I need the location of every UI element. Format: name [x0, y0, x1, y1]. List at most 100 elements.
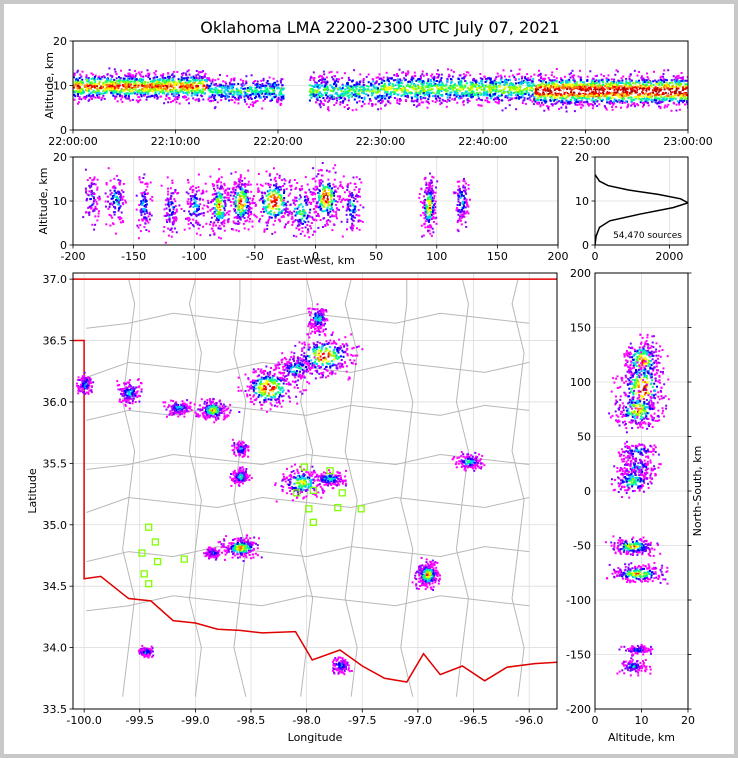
source-mark: [151, 195, 154, 198]
source-mark: [544, 96, 547, 99]
source-mark: [151, 86, 154, 89]
source-mark: [555, 94, 558, 96]
source-mark: [555, 92, 558, 95]
source-mark: [187, 80, 190, 82]
source-mark: [600, 85, 603, 88]
source-mark: [369, 99, 372, 102]
source-mark: [661, 83, 663, 86]
source-mark: [189, 203, 192, 205]
source-mark: [114, 70, 117, 73]
source-mark: [639, 98, 642, 101]
source-mark: [194, 200, 197, 203]
source-mark: [170, 192, 173, 195]
source-mark: [489, 86, 492, 89]
source-mark: [546, 105, 549, 108]
source-mark: [193, 203, 196, 206]
source-mark: [631, 87, 634, 90]
source-mark: [218, 224, 221, 227]
source-mark: [142, 191, 145, 194]
source-mark: [240, 93, 242, 96]
source-mark: [493, 94, 496, 96]
source-mark: [384, 104, 387, 107]
source-mark: [276, 80, 279, 83]
source-mark: [346, 86, 349, 89]
source-mark: [630, 98, 633, 101]
source-mark: [438, 83, 441, 86]
source-mark: [422, 96, 425, 99]
source-mark: [156, 96, 159, 99]
source-mark: [233, 79, 236, 82]
source-mark: [273, 92, 276, 95]
source-mark: [522, 89, 525, 91]
source-mark: [455, 88, 458, 91]
source-mark: [268, 92, 271, 95]
source-mark: [89, 186, 92, 189]
source-mark: [279, 90, 282, 93]
source-mark: [504, 107, 507, 110]
source-mark: [581, 95, 584, 98]
source-mark: [327, 88, 330, 91]
source-mark: [543, 100, 546, 103]
source-mark: [208, 96, 211, 99]
source-mark: [216, 215, 219, 218]
source-mark: [530, 95, 533, 98]
source-mark: [221, 205, 224, 208]
source-mark: [642, 88, 644, 91]
source-mark: [190, 94, 193, 97]
source-mark: [170, 85, 173, 88]
source-mark: [500, 78, 503, 81]
source-mark: [167, 93, 170, 96]
source-mark: [527, 92, 530, 95]
source-mark: [670, 109, 673, 112]
source-mark: [675, 77, 678, 80]
source-mark: [244, 100, 247, 103]
source-mark: [131, 98, 134, 101]
source-mark: [108, 85, 111, 88]
source-mark: [117, 90, 120, 93]
source-mark: [124, 85, 127, 88]
source-mark: [217, 91, 220, 94]
source-mark: [565, 99, 568, 102]
source-mark: [196, 221, 199, 224]
source-mark: [538, 93, 541, 96]
source-mark: [588, 97, 591, 100]
source-mark: [417, 87, 420, 89]
source-mark: [558, 81, 561, 84]
source-mark: [497, 96, 500, 99]
source-mark: [660, 79, 663, 82]
source-mark: [141, 193, 144, 196]
source-mark: [104, 90, 107, 92]
source-mark: [592, 84, 595, 87]
source-mark: [174, 190, 177, 193]
source-mark: [580, 101, 583, 104]
source-mark: [341, 87, 344, 90]
source-mark: [137, 84, 140, 87]
source-mark: [185, 74, 188, 77]
source-mark: [483, 75, 486, 78]
source-mark: [361, 100, 364, 103]
source-mark: [207, 98, 210, 101]
source-mark: [114, 232, 117, 235]
source-mark: [665, 83, 668, 86]
source-mark: [582, 96, 585, 99]
source-mark: [577, 90, 580, 93]
source-mark: [188, 89, 191, 92]
source-mark: [109, 193, 112, 196]
source-mark: [623, 87, 626, 90]
source-mark: [598, 83, 601, 86]
source-mark: [615, 91, 618, 94]
source-mark: [576, 94, 579, 97]
source-mark: [654, 89, 656, 92]
source-mark: [404, 99, 407, 101]
time_altitude-x-tick-label: 22:10:00: [151, 135, 200, 148]
source-mark: [348, 85, 351, 87]
source-mark: [327, 106, 330, 109]
source-mark: [73, 84, 76, 87]
source-mark: [83, 86, 86, 88]
source-mark: [479, 77, 482, 80]
source-mark: [537, 102, 540, 105]
source-mark: [387, 97, 390, 100]
source-mark: [183, 228, 186, 231]
source-mark: [625, 100, 628, 103]
source-mark: [195, 75, 198, 78]
